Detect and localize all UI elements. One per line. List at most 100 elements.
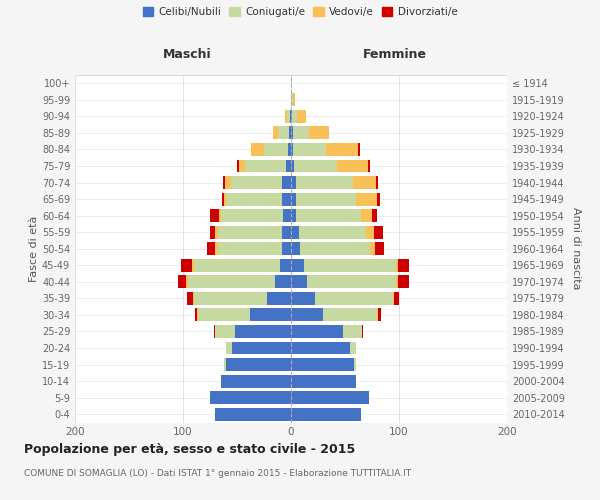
Bar (250, 308, 291, 322)
Text: Popolazione per età, sesso e stato civile - 2015: Popolazione per età, sesso e stato civil… (24, 442, 355, 456)
Bar (368, 160, 370, 172)
Bar (224, 192, 226, 205)
Text: COMUNE DI SOMAGLIA (LO) - Dati ISTAT 1° gennaio 2015 - Elaborazione TUTTITALIA.I: COMUNE DI SOMAGLIA (LO) - Dati ISTAT 1° … (24, 468, 411, 477)
Bar (291, 292, 315, 305)
Bar (291, 160, 294, 172)
Bar (288, 143, 291, 156)
Bar (307, 276, 396, 288)
Bar (350, 342, 356, 354)
Bar (197, 308, 198, 322)
Bar (226, 342, 232, 354)
Bar (353, 176, 376, 189)
Legend: Celibi/Nubili, Coniugati/e, Vedovi/e, Divorziati/e: Celibi/Nubili, Coniugati/e, Vedovi/e, Di… (139, 2, 461, 21)
Bar (299, 242, 370, 255)
Bar (215, 226, 218, 238)
Bar (210, 209, 218, 222)
Bar (221, 374, 291, 388)
Bar (377, 308, 379, 322)
Bar (310, 126, 329, 140)
Bar (210, 226, 215, 238)
Bar (224, 358, 226, 371)
Bar (239, 160, 245, 172)
Bar (291, 192, 296, 205)
Bar (398, 276, 409, 288)
Bar (264, 143, 288, 156)
Y-axis label: Anni di nascita: Anni di nascita (571, 208, 581, 290)
Bar (251, 143, 264, 156)
Y-axis label: Fasce di età: Fasce di età (29, 216, 39, 282)
Bar (226, 358, 291, 371)
Bar (392, 292, 394, 305)
Bar (291, 391, 369, 404)
Bar (353, 358, 356, 371)
Bar (178, 276, 186, 288)
Bar (284, 110, 287, 123)
Bar (291, 342, 350, 354)
Bar (191, 259, 194, 272)
Bar (375, 242, 384, 255)
Bar (296, 176, 353, 189)
Bar (194, 259, 280, 272)
Bar (215, 325, 235, 338)
Bar (186, 276, 188, 288)
Bar (181, 259, 191, 272)
Bar (225, 176, 230, 189)
Bar (237, 160, 239, 172)
Bar (323, 308, 377, 322)
Bar (275, 276, 291, 288)
Bar (343, 325, 362, 338)
Bar (218, 209, 221, 222)
Bar (299, 226, 365, 238)
Bar (232, 342, 291, 354)
Bar (245, 160, 286, 172)
Bar (194, 292, 267, 305)
Bar (396, 276, 398, 288)
Bar (398, 259, 409, 272)
Bar (290, 110, 291, 123)
Bar (293, 94, 295, 106)
Bar (286, 160, 291, 172)
Bar (374, 226, 383, 238)
Bar (283, 192, 291, 205)
Bar (291, 358, 353, 371)
Bar (267, 292, 291, 305)
Text: Maschi: Maschi (163, 48, 212, 61)
Bar (218, 226, 283, 238)
Bar (226, 192, 283, 205)
Bar (304, 259, 396, 272)
Bar (221, 209, 283, 222)
Bar (298, 110, 306, 123)
Bar (218, 242, 283, 255)
Bar (210, 391, 291, 404)
Bar (195, 308, 197, 322)
Bar (193, 292, 194, 305)
Bar (230, 176, 283, 189)
Bar (293, 143, 326, 156)
Bar (291, 308, 323, 322)
Bar (283, 176, 291, 189)
Bar (283, 209, 291, 222)
Bar (283, 226, 291, 238)
Bar (291, 209, 296, 222)
Bar (283, 242, 291, 255)
Bar (293, 126, 310, 140)
Bar (291, 110, 292, 123)
Bar (214, 325, 215, 338)
Bar (287, 110, 290, 123)
Bar (188, 276, 275, 288)
Bar (376, 176, 379, 189)
Bar (315, 292, 392, 305)
Bar (326, 143, 358, 156)
Bar (362, 325, 364, 338)
Bar (291, 176, 296, 189)
Bar (365, 226, 374, 238)
Bar (291, 408, 361, 420)
Bar (394, 292, 399, 305)
Bar (280, 259, 291, 272)
Bar (291, 143, 293, 156)
Bar (377, 192, 380, 205)
Bar (356, 192, 377, 205)
Bar (291, 94, 293, 106)
Bar (361, 209, 372, 222)
Bar (207, 242, 215, 255)
